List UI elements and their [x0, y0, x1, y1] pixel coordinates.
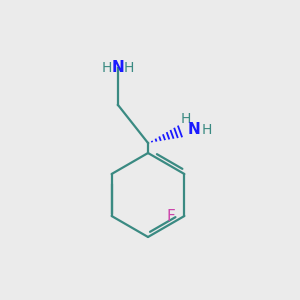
Text: H: H [102, 61, 112, 75]
Text: F: F [167, 208, 176, 224]
Text: N: N [112, 59, 124, 74]
Text: H: H [202, 123, 212, 137]
Text: H: H [124, 61, 134, 75]
Text: N: N [188, 122, 200, 137]
Text: H: H [181, 112, 191, 126]
